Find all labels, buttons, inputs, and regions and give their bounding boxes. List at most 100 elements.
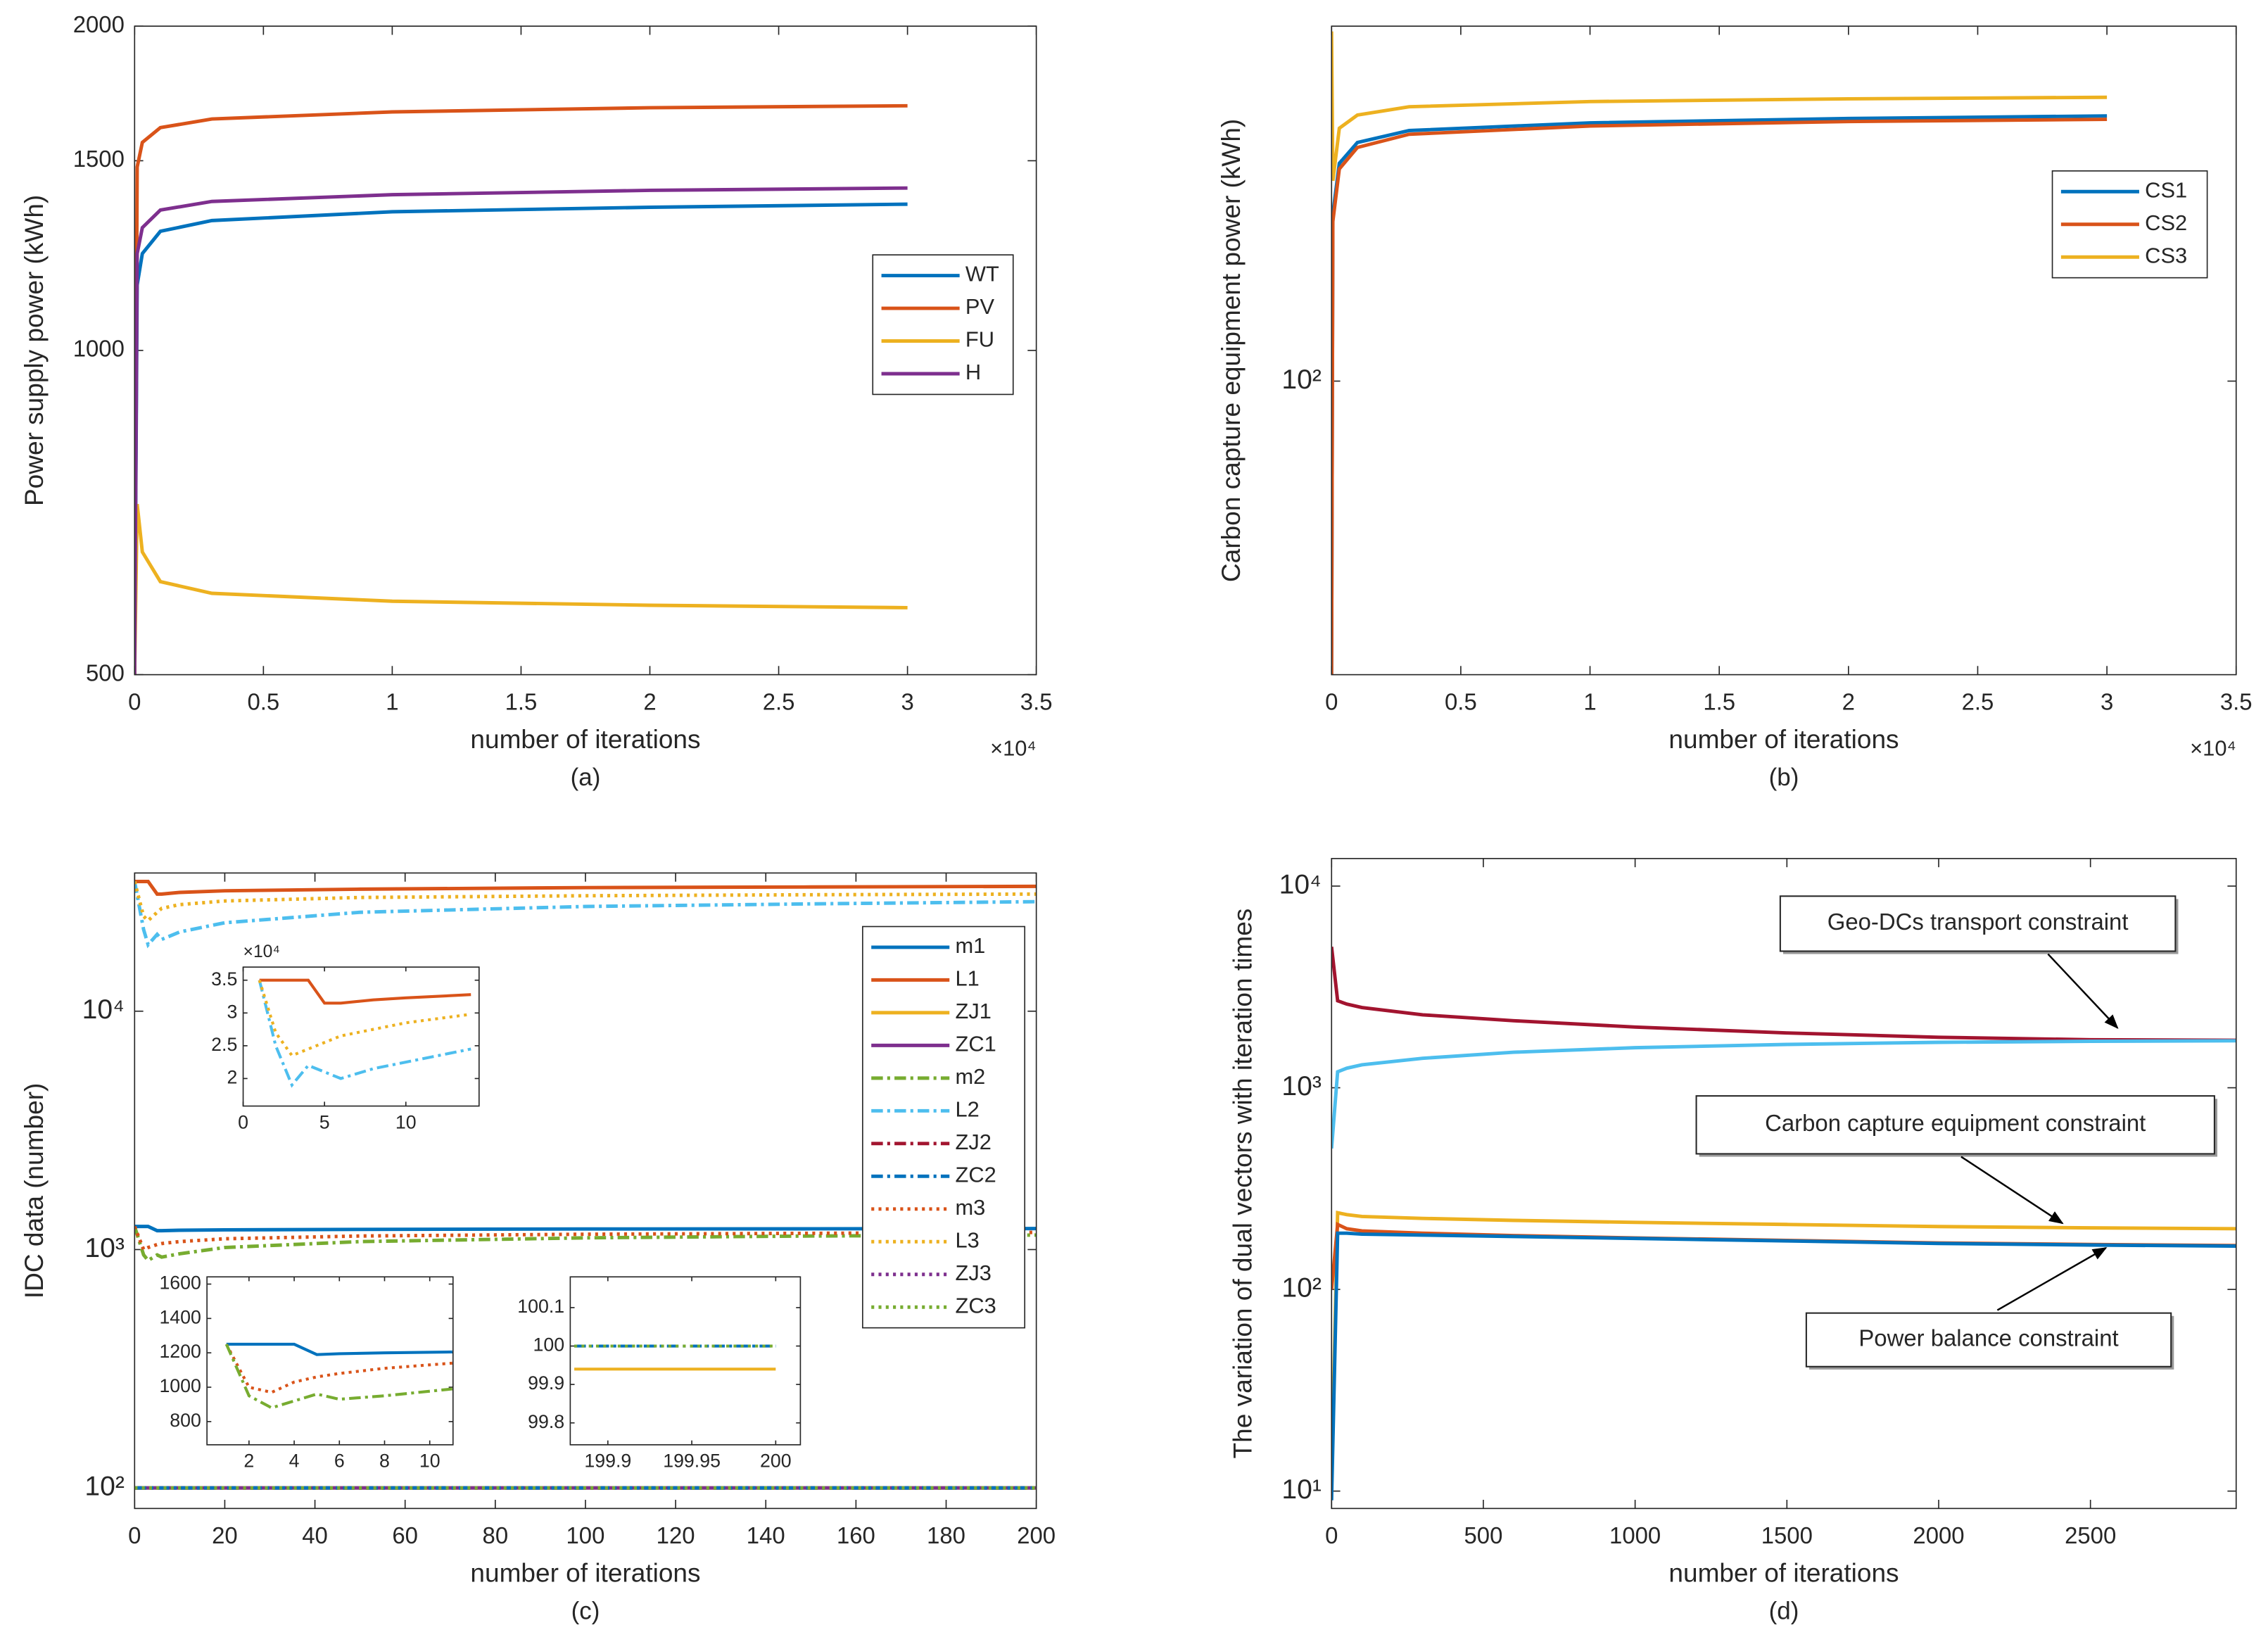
- annotation-text: Geo-DCs transport constraint: [1827, 909, 2129, 935]
- plot-area: [207, 1277, 453, 1445]
- axes-box: [242, 966, 480, 1107]
- legend-box: [862, 925, 1026, 1329]
- legend-label: WT: [965, 262, 999, 286]
- x-tick-label: 0.5: [1445, 688, 1477, 714]
- y-tick-label: 2: [227, 1066, 237, 1087]
- legend-label: CS3: [2145, 243, 2187, 267]
- x-tick-label: 80: [483, 1522, 509, 1548]
- plot-area: [570, 1277, 801, 1445]
- legend-label: ZC1: [955, 1032, 996, 1056]
- x-tick-label: 4: [289, 1451, 300, 1472]
- annotation-text: Carbon capture equipment constraint: [1765, 1110, 2146, 1136]
- caption: (a): [571, 764, 601, 791]
- x-tick-label: 0: [128, 1522, 141, 1548]
- inset: 199.9 199.95 200 99.8 99.9 100 100.1: [517, 1276, 802, 1472]
- x-tick-label: 6: [334, 1451, 345, 1472]
- legend-label: m2: [955, 1064, 985, 1089]
- x-axis-label: number of iterations: [470, 1558, 700, 1588]
- x-tick-label: 200: [760, 1451, 792, 1472]
- x-tick-label: 2.5: [1962, 688, 1994, 714]
- x-tick-label: 0: [238, 1111, 248, 1132]
- legend-label: ZC2: [955, 1162, 996, 1187]
- series-line: [134, 503, 908, 675]
- plot-area: [1331, 26, 2236, 675]
- y-tick-label: 1500: [73, 146, 125, 172]
- x-multiplier: ×10⁴: [990, 736, 1037, 761]
- series-line: [258, 980, 471, 1058]
- x-tick-label: 0: [128, 688, 141, 714]
- annotation-arrow: [1960, 1156, 2064, 1225]
- y-tick-label: 10³: [84, 1233, 124, 1263]
- y-tick-label: 1400: [159, 1306, 201, 1327]
- annotation-box: [1695, 1095, 2215, 1155]
- x-tick-label: 1: [386, 688, 398, 714]
- annotation-box: [1779, 895, 2177, 952]
- y-tick-label: 10⁴: [1279, 869, 1322, 899]
- axes-box: [134, 872, 1037, 1510]
- y-tick-label: 2.5: [211, 1034, 237, 1055]
- y-tick-label: 10²: [1281, 1272, 1321, 1303]
- y-tick-label: 1000: [159, 1375, 201, 1396]
- x-tick-label: 140: [747, 1522, 785, 1548]
- annotation-box: [1805, 1312, 2172, 1367]
- x-tick-label: 200: [1017, 1522, 1056, 1548]
- series-line: [134, 103, 908, 675]
- y-tick-label: 1200: [159, 1341, 201, 1362]
- x-tick-label: 180: [927, 1522, 965, 1548]
- x-tick-label: 2: [243, 1451, 254, 1472]
- y-tick-label: 10²: [1281, 365, 1321, 395]
- legend-label: m3: [955, 1195, 985, 1220]
- inset: 2 4 6 8 10 800 1000 1200 1400 1600: [159, 1272, 454, 1472]
- x-axis-label: number of iterations: [470, 724, 700, 754]
- axes-box: [1331, 858, 2237, 1510]
- y-axis-label: Power supply power (kWh): [19, 195, 49, 506]
- x-tick-label: 20: [212, 1522, 238, 1548]
- y-tick-label: 1600: [159, 1272, 201, 1294]
- x-tick-label: 60: [392, 1522, 418, 1548]
- y-tick-label: 1000: [73, 336, 125, 362]
- x-tick-label: 0: [1325, 1522, 1338, 1548]
- series-line: [1331, 1231, 2236, 1500]
- x-tick-label: 3: [901, 688, 913, 714]
- x-tick-label: 5: [319, 1111, 330, 1132]
- axes-box: [569, 1276, 802, 1446]
- x-tick-label: 3: [2101, 688, 2113, 714]
- y-multiplier: ×10⁴: [243, 942, 280, 961]
- y-tick-label: 10¹: [1281, 1474, 1321, 1505]
- legend-label: m1: [955, 933, 985, 958]
- annotation-arrow: [2047, 953, 2119, 1029]
- axes-box: [134, 25, 1037, 676]
- series-line: [1331, 947, 2236, 1042]
- x-tick-label: 1500: [1761, 1522, 1813, 1548]
- y-tick-label: 99.8: [528, 1411, 564, 1432]
- y-axis-label: Carbon capture equipment power (kWh): [1216, 119, 1246, 582]
- x-tick-label: 0.5: [247, 688, 279, 714]
- series-line: [1331, 1211, 2236, 1476]
- series-line: [134, 1225, 1037, 1252]
- legend-label: CS2: [2145, 210, 2187, 235]
- x-tick-label: 40: [302, 1522, 328, 1548]
- caption: (d): [1769, 1598, 1799, 1625]
- inset: 0 5 10 2 2.5 3 3.5 ×10⁴: [211, 942, 480, 1132]
- y-tick-label: 10³: [1281, 1071, 1321, 1101]
- legend-label: PV: [965, 294, 995, 319]
- series-line: [224, 1344, 453, 1410]
- legend-label: ZJ2: [955, 1130, 991, 1154]
- annotation-text: Power balance constraint: [1858, 1325, 2118, 1351]
- legend-label: L1: [955, 966, 979, 991]
- x-multiplier: ×10⁴: [2190, 736, 2236, 761]
- legend-label: ZC3: [955, 1293, 996, 1318]
- y-tick-label: 800: [170, 1410, 201, 1431]
- plot-area: [243, 967, 479, 1106]
- x-tick-label: 199.9: [584, 1451, 631, 1472]
- y-tick-label: 99.9: [528, 1372, 564, 1394]
- legend-label: CS1: [2145, 177, 2187, 202]
- x-axis-label: number of iterations: [1668, 1558, 1899, 1588]
- caption: (c): [571, 1598, 600, 1625]
- x-tick-label: 160: [837, 1522, 875, 1548]
- plot-area: [1331, 858, 2236, 1509]
- legend-label: L2: [955, 1097, 979, 1121]
- x-tick-label: 3.5: [2220, 688, 2253, 714]
- y-tick-label: 10⁴: [82, 994, 125, 1025]
